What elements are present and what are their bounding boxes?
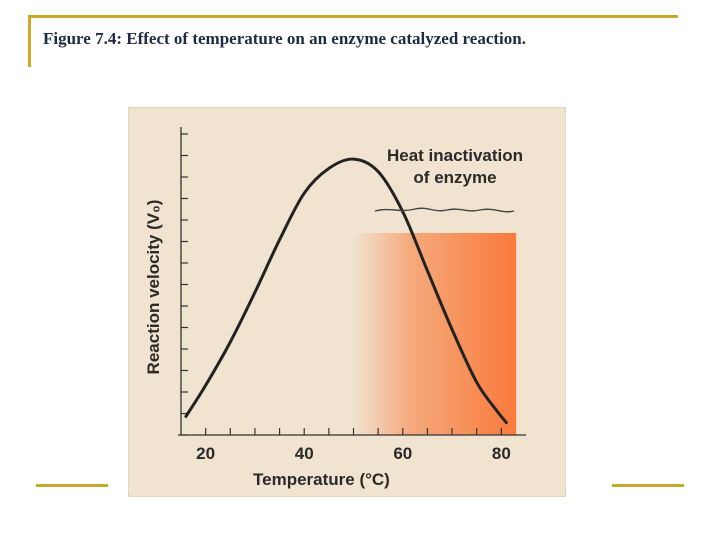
x-axis-ticks xyxy=(205,428,502,435)
frame-bottom-right-rule xyxy=(612,484,684,487)
frame-bottom-left-rule xyxy=(36,484,108,487)
annotation-line-2: of enzyme xyxy=(413,168,496,187)
frame-left-rule xyxy=(28,15,31,67)
x-tick-label: 40 xyxy=(295,444,314,463)
chart-panel: 20 40 60 80 Temperature (°C) Reaction veloc… xyxy=(128,107,566,497)
figure-caption: Figure 7.4: Effect of temperature on an … xyxy=(43,29,526,48)
x-axis-label: Temperature (°C) xyxy=(253,470,390,489)
x-tick-label: 20 xyxy=(196,444,215,463)
y-axis-label: Reaction velocity (V₀) xyxy=(144,200,163,375)
chart-svg: 20 40 60 80 Temperature (°C) Reaction veloc… xyxy=(128,107,566,497)
annotation-line-1: Heat inactivation xyxy=(387,146,523,165)
frame-top-rule xyxy=(28,15,678,18)
x-tick-labels: 20 40 60 80 xyxy=(196,444,511,463)
reaction-velocity-curve xyxy=(184,157,508,425)
annotation-squiggle xyxy=(374,207,515,213)
x-tick-label: 60 xyxy=(393,444,412,463)
x-tick-label: 80 xyxy=(492,444,511,463)
